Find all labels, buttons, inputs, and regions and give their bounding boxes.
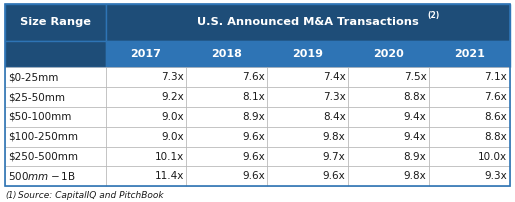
Bar [5, 107, 106, 127]
Text: 10.0x: 10.0x [478, 152, 507, 162]
Text: (1): (1) [5, 191, 16, 200]
Bar [429, 41, 510, 67]
Bar [186, 87, 267, 107]
Text: 2019: 2019 [292, 49, 323, 59]
Text: 7.6x: 7.6x [242, 72, 265, 82]
Bar [106, 127, 186, 147]
Bar [348, 166, 429, 186]
Text: 9.4x: 9.4x [404, 112, 426, 122]
Text: 10.1x: 10.1x [154, 152, 184, 162]
Text: Size Range: Size Range [20, 17, 91, 27]
Bar [267, 127, 348, 147]
Bar [106, 4, 510, 41]
Text: 2017: 2017 [131, 49, 161, 59]
Text: 9.3x: 9.3x [485, 171, 507, 181]
Bar [5, 87, 106, 107]
Bar [348, 41, 429, 67]
Text: 2018: 2018 [212, 49, 242, 59]
Text: 7.3x: 7.3x [323, 92, 346, 102]
Bar [106, 87, 186, 107]
Text: 7.3x: 7.3x [161, 72, 184, 82]
Bar [267, 166, 348, 186]
Text: 9.6x: 9.6x [242, 152, 265, 162]
Bar [106, 107, 186, 127]
Bar [186, 67, 267, 87]
Bar [5, 67, 106, 87]
Bar [5, 147, 106, 166]
Bar [267, 67, 348, 87]
Bar [267, 147, 348, 166]
Text: 9.0x: 9.0x [161, 112, 184, 122]
Bar [5, 4, 106, 41]
Bar [106, 147, 186, 166]
Bar [267, 41, 348, 67]
Bar [186, 41, 267, 67]
Bar [429, 147, 510, 166]
Bar [186, 107, 267, 127]
Bar [5, 127, 106, 147]
Text: $25-50mm: $25-50mm [8, 92, 65, 102]
Text: 9.6x: 9.6x [242, 171, 265, 181]
Text: 2020: 2020 [373, 49, 404, 59]
Text: 9.6x: 9.6x [242, 132, 265, 142]
Bar [186, 147, 267, 166]
Bar [5, 41, 106, 67]
Text: 9.2x: 9.2x [161, 92, 184, 102]
Text: 8.9x: 8.9x [404, 152, 426, 162]
Bar [5, 166, 106, 186]
Bar [429, 87, 510, 107]
Bar [348, 107, 429, 127]
Text: $100-250mm: $100-250mm [8, 132, 78, 142]
Text: 8.8x: 8.8x [485, 132, 507, 142]
Text: 7.5x: 7.5x [404, 72, 426, 82]
Text: $0-25mm: $0-25mm [8, 72, 59, 82]
Bar [429, 107, 510, 127]
Text: 7.6x: 7.6x [485, 92, 507, 102]
Bar [106, 166, 186, 186]
Bar [267, 107, 348, 127]
Bar [186, 166, 267, 186]
Bar [106, 67, 186, 87]
Text: $50-100mm: $50-100mm [8, 112, 72, 122]
Text: 11.4x: 11.4x [154, 171, 184, 181]
Text: 8.1x: 8.1x [242, 92, 265, 102]
Bar [186, 127, 267, 147]
Text: 7.1x: 7.1x [485, 72, 507, 82]
Text: U.S. Announced M&A Transactions: U.S. Announced M&A Transactions [197, 17, 419, 27]
Text: 8.9x: 8.9x [242, 112, 265, 122]
Text: 9.8x: 9.8x [323, 132, 346, 142]
Bar [348, 147, 429, 166]
Text: 9.7x: 9.7x [323, 152, 346, 162]
Bar [348, 127, 429, 147]
Bar [429, 166, 510, 186]
Text: 7.4x: 7.4x [323, 72, 346, 82]
Text: 8.4x: 8.4x [323, 112, 346, 122]
Bar [348, 67, 429, 87]
Bar [429, 67, 510, 87]
Bar [348, 87, 429, 107]
Text: Source: CapitalIQ and PitchBook: Source: CapitalIQ and PitchBook [18, 191, 163, 200]
Text: $500mm-$1B: $500mm-$1B [8, 170, 76, 182]
Text: 2021: 2021 [454, 49, 485, 59]
Text: 9.4x: 9.4x [404, 132, 426, 142]
Bar [429, 127, 510, 147]
Text: 8.6x: 8.6x [485, 112, 507, 122]
Text: (2): (2) [428, 12, 440, 20]
Text: 9.6x: 9.6x [323, 171, 346, 181]
Bar [106, 41, 186, 67]
Text: 8.8x: 8.8x [404, 92, 426, 102]
Bar [267, 87, 348, 107]
Text: 9.0x: 9.0x [161, 132, 184, 142]
Text: $250-500mm: $250-500mm [8, 152, 78, 162]
Text: 9.8x: 9.8x [404, 171, 426, 181]
